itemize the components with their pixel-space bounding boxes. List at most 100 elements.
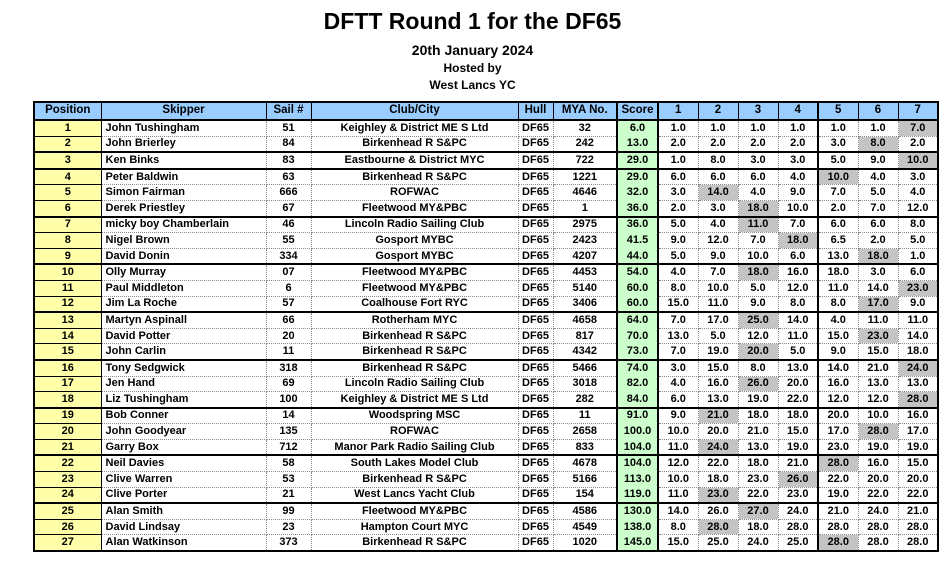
race-score-cell: 5.0 (778, 343, 819, 361)
position-cell: 9 (34, 248, 102, 266)
mya-number-cell: 4646 (553, 184, 618, 201)
mya-number-cell: 1020 (553, 534, 618, 553)
race-score-cell: 6.0 (738, 168, 779, 186)
page-title: DFTT Round 1 for the DF65 (323, 8, 622, 34)
race-score-cell: 28.0 (778, 519, 819, 536)
table-row: 8 Nigel Brown 55 Gosport MYBC DF65 2423 41.5 9.… (34, 232, 939, 249)
column-header: 3 (737, 101, 779, 121)
score-cell: 6.0 (616, 120, 659, 137)
race-score-cell: 24.0 (738, 534, 779, 553)
race-score-cell: 13.0 (898, 376, 939, 393)
race-score-cell: 4.0 (658, 264, 699, 281)
hull-cell: DF65 (518, 359, 554, 377)
race-score-cell: 4.0 (738, 184, 779, 201)
race-score-cell: 14.0 (898, 328, 939, 345)
club-cell: Fleetwood MY&PBC (311, 280, 519, 297)
sail-number-cell: 14 (266, 407, 312, 425)
column-header: Score (616, 101, 659, 121)
race-score-cell: 5.0 (658, 248, 699, 266)
mya-number-cell: 4658 (553, 312, 618, 329)
race-score-cell: 10.0 (658, 423, 699, 440)
race-score-cell: 20.0 (898, 471, 939, 488)
skipper-cell: Neil Davies (101, 455, 267, 473)
table-row: 22 Neil Davies 58 South Lakes Model Club DF6… (34, 455, 939, 473)
table-row: 19 Bob Conner 14 Woodspring MSC DF65 11 91.0 9.… (34, 407, 939, 425)
hull-cell: DF65 (518, 264, 554, 281)
position-cell: 23 (34, 471, 102, 488)
hull-cell: DF65 (518, 487, 554, 505)
race-score-cell: 8.0 (738, 359, 779, 377)
race-score-cell: 14.0 (818, 359, 859, 377)
race-score-cell: 4.0 (858, 168, 899, 186)
event-date: 20th January 2024 (411, 42, 534, 58)
mya-number-cell: 4207 (553, 248, 618, 266)
hull-cell: DF65 (518, 423, 554, 440)
mya-number-cell: 4453 (553, 264, 618, 281)
table-row: 1 John Tushingham 51 Keighley & District ME… (34, 120, 939, 137)
race-score-cell-discarded: 23.0 (858, 328, 899, 345)
race-score-cell: 2.0 (658, 136, 699, 154)
mya-number-cell: 5466 (553, 359, 618, 377)
table-row: 7 micky boy Chamberlain 46 Lincoln Radio Sa… (34, 216, 939, 234)
table-row: 18 Liz Tushingham 100 Keighley & District M… (34, 391, 939, 409)
column-header: Position (33, 101, 102, 121)
hull-cell: DF65 (518, 152, 554, 170)
sail-number-cell: 20 (266, 328, 312, 345)
skipper-cell: Tony Sedgwick (101, 359, 267, 377)
skipper-cell: Ken Binks (101, 152, 267, 170)
race-score-cell: 19.0 (698, 343, 739, 361)
race-score-cell: 5.0 (698, 328, 739, 345)
race-score-cell: 5.0 (858, 184, 899, 201)
skipper-cell: Clive Warren (101, 471, 267, 488)
position-cell: 24 (34, 487, 102, 505)
mya-number-cell: 282 (553, 391, 618, 409)
position-cell: 16 (34, 359, 102, 377)
race-score-cell: 28.0 (858, 534, 899, 553)
skipper-cell: David Potter (101, 328, 267, 345)
race-score-cell: 9.0 (658, 232, 699, 249)
sail-number-cell: 318 (266, 359, 312, 377)
table-row: 6 Derek Priestley 67 Fleetwood MY&PBC DF65 1 3… (34, 200, 939, 218)
score-cell: 104.0 (616, 455, 659, 473)
skipper-cell: John Brierley (101, 136, 267, 154)
hull-cell: DF65 (518, 343, 554, 361)
race-score-cell-discarded: 7.0 (898, 120, 939, 137)
race-score-cell: 9.0 (818, 343, 859, 361)
score-cell: 74.0 (616, 359, 659, 377)
table-row: 13 Martyn Aspinall 66 Rotherham MYC DF65 4658… (34, 312, 939, 329)
race-score-cell: 9.0 (778, 184, 819, 201)
club-cell: ROFWAC (311, 184, 519, 201)
race-score-cell: 11.0 (658, 487, 699, 505)
race-score-cell: 19.0 (738, 391, 779, 409)
mya-number-cell: 817 (553, 328, 618, 345)
race-score-cell: 15.0 (818, 328, 859, 345)
race-score-cell: 3.0 (658, 359, 699, 377)
position-cell: 11 (34, 280, 102, 297)
race-score-cell-discarded: 26.0 (738, 376, 779, 393)
sail-number-cell: 334 (266, 248, 312, 266)
score-cell: 13.0 (616, 136, 659, 154)
race-score-cell: 16.0 (778, 264, 819, 281)
sail-number-cell: 712 (266, 439, 312, 457)
race-score-cell: 1.0 (658, 120, 699, 137)
score-cell: 119.0 (616, 487, 659, 505)
club-cell: ROFWAC (311, 423, 519, 440)
club-cell: Woodspring MSC (311, 407, 519, 425)
results-table: Position Skipper Sail # Club/City Hull MYA No… (33, 101, 939, 553)
hull-cell: DF65 (518, 503, 554, 520)
race-score-cell: 13.0 (778, 359, 819, 377)
sail-number-cell: 53 (266, 471, 312, 488)
hull-cell: DF65 (518, 328, 554, 345)
results-tbody: 1 John Tushingham 51 Keighley & District ME… (34, 120, 939, 553)
race-score-cell: 21.0 (738, 423, 779, 440)
race-score-cell: 12.0 (818, 391, 859, 409)
race-score-cell: 18.0 (738, 407, 779, 425)
score-cell: 54.0 (616, 264, 659, 281)
skipper-cell: Derek Priestley (101, 200, 267, 218)
race-score-cell: 21.0 (898, 503, 939, 520)
table-row: 25 Alan Smith 99 Fleetwood MY&PBC DF65 4586 13… (34, 503, 939, 520)
race-score-cell-discarded: 11.0 (738, 216, 779, 234)
race-score-cell: 16.0 (818, 376, 859, 393)
score-cell: 130.0 (616, 503, 659, 520)
race-score-cell: 2.0 (778, 136, 819, 154)
